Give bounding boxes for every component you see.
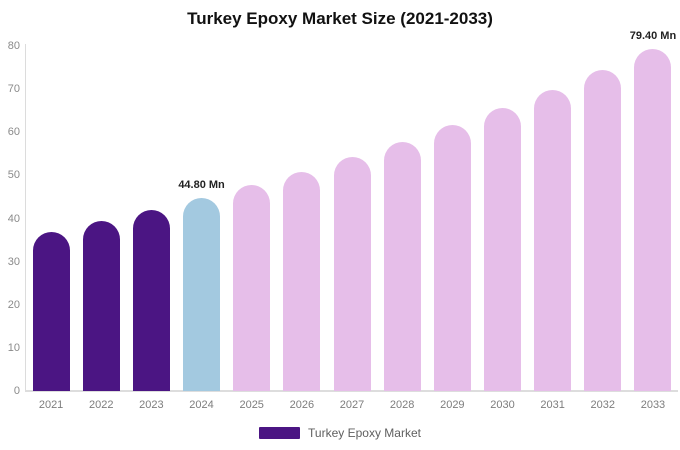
- x-tick-label-2031: 2031: [540, 399, 565, 411]
- bar-slot-2032: [578, 46, 628, 391]
- bar-value-label-2033: 79.40 Mn: [629, 29, 677, 42]
- bar-slot-2029: [427, 46, 477, 391]
- bar-slot-2022: [76, 46, 126, 391]
- bar-slot-2030: [477, 46, 527, 391]
- x-tick-label-2022: 2022: [88, 399, 114, 411]
- bar-slot-2028: [377, 46, 427, 391]
- bar-2032[interactable]: [584, 69, 622, 391]
- bar-2026[interactable]: [283, 171, 321, 391]
- bar-value-label-2024: 44.80 Mn: [178, 178, 225, 191]
- y-tick-label-60: 60: [7, 126, 20, 139]
- x-tick-label-2023: 2023: [139, 399, 164, 411]
- bar-2028[interactable]: [383, 141, 421, 391]
- bar-slot-2033: 79.40 Mn: [628, 30, 678, 391]
- x-tick-label-2027: 2027: [339, 399, 365, 411]
- bar-slot-2026: [277, 46, 327, 391]
- bar-2025[interactable]: [233, 185, 271, 391]
- y-tick-label-80: 80: [7, 40, 20, 52]
- x-axis: 2021 2022 2023 2024 2025 2026 2027 2028 2029 2030…: [26, 398, 678, 412]
- x-tick-label-2021: 2021: [38, 399, 64, 411]
- x-tick-label-2028: 2028: [389, 399, 415, 411]
- x-tick-label-2029: 2029: [440, 399, 465, 411]
- y-tick-label-10: 10: [7, 341, 20, 354]
- legend-swatch: [259, 427, 301, 439]
- bar-2024[interactable]: [183, 197, 221, 391]
- legend-label[interactable]: Turkey Epoxy Market: [308, 426, 421, 440]
- bar-2030[interactable]: [483, 108, 521, 391]
- bar-slot-2027: [327, 46, 377, 391]
- bar-slot-2025: [227, 46, 277, 391]
- bar-2021[interactable]: [32, 231, 70, 391]
- y-tick-label-70: 70: [7, 83, 20, 96]
- x-tick-label-2033: 2033: [640, 399, 666, 411]
- x-tick-label-2025: 2025: [239, 399, 264, 411]
- x-tick-label-2024: 2024: [189, 399, 214, 411]
- bar-2023[interactable]: [132, 209, 170, 391]
- bar-2027[interactable]: [333, 157, 371, 391]
- bar-slot-2023: [126, 46, 176, 391]
- bar-2022[interactable]: [82, 221, 120, 391]
- bar-2033[interactable]: [634, 48, 672, 391]
- x-tick-label-2026: 2026: [289, 399, 315, 411]
- y-tick-label-20: 20: [7, 298, 20, 311]
- chart-title: Turkey Epoxy Market Size (2021-2033): [187, 9, 493, 28]
- bar-slot-2024: 44.80 Mn: [176, 46, 226, 391]
- y-tick-label-0: 0: [13, 385, 20, 397]
- x-tick-label-2032: 2032: [590, 399, 616, 411]
- x-tick-label-2030: 2030: [490, 399, 515, 411]
- x-axis-line: [25, 390, 678, 392]
- y-tick-label-40: 40: [7, 212, 20, 225]
- y-axis: 0 10 20 30 40 50 60 70 80: [0, 0, 20, 450]
- legend: Turkey Epoxy Market: [0, 426, 680, 440]
- bar-2031[interactable]: [534, 89, 572, 391]
- bar-2029[interactable]: [433, 125, 471, 391]
- y-tick-label-30: 30: [7, 255, 20, 268]
- bar-slot-2021: [26, 46, 76, 391]
- bar-slot-2031: [528, 46, 578, 391]
- y-tick-label-50: 50: [7, 169, 20, 182]
- bar-series: 44.80 Mn 79.40 Mn: [26, 30, 678, 391]
- y-axis-line: [25, 44, 26, 391]
